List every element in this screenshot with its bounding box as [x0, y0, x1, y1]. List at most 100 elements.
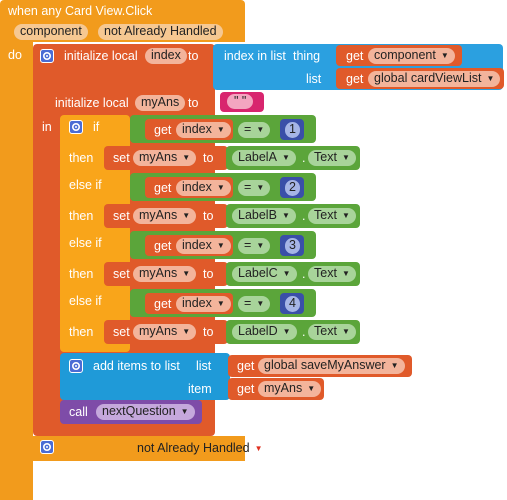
label-component-dropdown-4[interactable]: LabelD ▼: [232, 324, 297, 340]
text-prop-dropdown-3[interactable]: Text ▼: [308, 266, 356, 282]
get-label-b3: get: [154, 239, 172, 253]
set-label-4: set: [113, 325, 130, 339]
if-label: if: [93, 120, 100, 134]
gear-icon[interactable]: [69, 120, 83, 134]
dropdown-arrow-icon: ▼: [216, 124, 225, 134]
dropdown-arrow-icon: ▼: [341, 210, 350, 220]
dropdown-arrow-icon: ▼: [256, 182, 265, 192]
label-component-dropdown-3[interactable]: LabelC ▼: [232, 266, 297, 282]
get-index-value-3: index: [182, 238, 212, 252]
var-myans-name[interactable]: myAns: [135, 95, 186, 111]
dropdown-arrow-icon: ▼: [182, 268, 191, 278]
dot-4: .: [302, 325, 306, 339]
get-label-b2: get: [154, 181, 172, 195]
get-index-value-2: index: [182, 180, 212, 194]
empty-string-value[interactable]: " ": [227, 94, 254, 109]
label-component-value-1: LabelA: [238, 150, 277, 164]
var-index-name[interactable]: index: [145, 48, 187, 64]
set-to-label-1: to: [203, 151, 214, 165]
label-component-dropdown-1[interactable]: LabelA ▼: [232, 150, 296, 166]
dropdown-arrow-icon: ▼: [486, 73, 495, 83]
gear-icon[interactable]: [40, 49, 54, 63]
dropdown-arrow-icon: ▼: [180, 406, 189, 416]
dropdown-arrow-icon: ▼: [307, 383, 316, 393]
add-items-block[interactable]: [60, 353, 230, 400]
get-index-dropdown-4[interactable]: index ▼: [176, 296, 231, 312]
dropdown-arrow-icon: ▼: [216, 240, 225, 250]
eq-operator-4[interactable]: = ▼: [238, 296, 271, 312]
text-prop-value-3: Text: [314, 266, 337, 280]
event-block-after: [33, 461, 245, 500]
label-component-dropdown-2[interactable]: LabelB ▼: [232, 208, 296, 224]
dropdown-arrow-icon: ▼: [256, 298, 265, 308]
bottom-not-already-handled[interactable]: not Already Handled ▼: [137, 441, 263, 456]
get-label-b4: get: [154, 297, 172, 311]
get-label-myans: get: [237, 382, 255, 396]
init-to-label: to: [188, 49, 199, 63]
dropdown-arrow-icon: ▼: [282, 326, 291, 336]
call-proc-value: nextQuestion: [102, 404, 176, 418]
dropdown-arrow-icon: ▼: [254, 443, 263, 453]
text-prop-dropdown-2[interactable]: Text ▼: [308, 208, 356, 224]
label-component-value-3: LabelC: [238, 266, 278, 280]
init-local-myans-label: initialize local: [55, 96, 129, 110]
in-label: in: [42, 120, 52, 134]
number-value-3[interactable]: 3: [285, 238, 300, 254]
dropdown-arrow-icon: ▼: [182, 326, 191, 336]
get-index-value-4: index: [182, 296, 212, 310]
get-label-2: get: [346, 72, 364, 86]
number-value-4[interactable]: 4: [285, 296, 300, 312]
get-savemyanswer-dropdown[interactable]: global saveMyAnswer ▼: [258, 358, 405, 374]
get-cardviewlist-dropdown[interactable]: global cardViewList ▼: [368, 71, 501, 87]
get-index-dropdown-3[interactable]: index ▼: [176, 238, 231, 254]
eq-operator-3[interactable]: = ▼: [238, 238, 271, 254]
set-myans-dropdown-1[interactable]: myAns ▼: [133, 150, 197, 166]
eq-operator-1[interactable]: = ▼: [238, 122, 271, 138]
init-local-myans-block[interactable]: [38, 90, 215, 114]
add-items-item-label: item: [188, 382, 212, 396]
call-proc-dropdown[interactable]: nextQuestion ▼: [96, 404, 195, 420]
gear-icon[interactable]: [40, 440, 54, 454]
eq-operator-2[interactable]: = ▼: [238, 180, 271, 196]
get-component-dropdown[interactable]: component ▼: [368, 48, 455, 64]
eq-value-2: =: [244, 180, 252, 194]
get-cardviewlist-value: global cardViewList: [374, 71, 482, 85]
gear-icon[interactable]: [69, 359, 83, 373]
set-myans-dropdown-2[interactable]: myAns ▼: [133, 208, 197, 224]
dot-2: .: [302, 209, 306, 223]
get-label-b1: get: [154, 123, 172, 137]
get-index-value-1: index: [182, 122, 212, 136]
dropdown-arrow-icon: ▼: [182, 152, 191, 162]
dot-1: .: [302, 151, 306, 165]
set-label-3: set: [113, 267, 130, 281]
text-prop-dropdown-1[interactable]: Text ▼: [308, 150, 356, 166]
else-if-label-4: else if: [69, 294, 102, 308]
number-value-2[interactable]: 2: [285, 180, 300, 196]
event-block-left-bar: [0, 42, 33, 500]
get-savemyanswer-value: global saveMyAnswer: [264, 358, 386, 372]
dropdown-arrow-icon: ▼: [440, 50, 449, 60]
thing-label: thing: [293, 49, 321, 63]
bottom-value: not Already Handled: [137, 441, 250, 455]
set-myans-dropdown-3[interactable]: myAns ▼: [133, 266, 197, 282]
get-myans-dropdown[interactable]: myAns ▼: [258, 381, 322, 397]
dropdown-arrow-icon: ▼: [341, 326, 350, 336]
event-param-not-already-handled[interactable]: not Already Handled: [98, 24, 223, 40]
label-component-value-4: LabelD: [238, 324, 278, 338]
index-in-list-label: index in list: [224, 49, 286, 63]
init-myans-to: to: [188, 96, 199, 110]
get-component-value: component: [374, 48, 436, 62]
then-label-2: then: [69, 209, 94, 223]
else-if-label-2: else if: [69, 178, 102, 192]
get-index-dropdown-1[interactable]: index ▼: [176, 122, 231, 138]
dot-3: .: [302, 267, 306, 281]
set-myans-value-3: myAns: [139, 266, 178, 280]
text-prop-dropdown-4[interactable]: Text ▼: [308, 324, 356, 340]
get-index-dropdown-2[interactable]: index ▼: [176, 180, 231, 196]
list-label: list: [306, 72, 322, 86]
number-value-1[interactable]: 1: [285, 122, 300, 138]
set-myans-dropdown-4[interactable]: myAns ▼: [133, 324, 197, 340]
dropdown-arrow-icon: ▼: [256, 240, 265, 250]
text-prop-value-1: Text: [314, 150, 337, 164]
event-param-component[interactable]: component: [14, 24, 88, 40]
